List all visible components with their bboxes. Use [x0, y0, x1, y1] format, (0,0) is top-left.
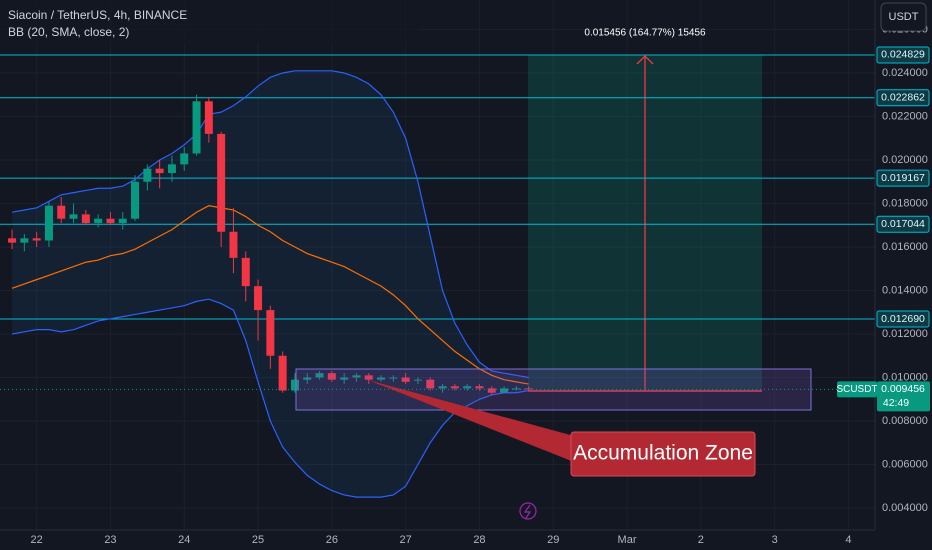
level-label: 0.019167: [881, 172, 925, 184]
candle-body: [180, 153, 189, 165]
candle-body: [44, 205, 53, 241]
time-axis: [0, 530, 875, 550]
candle-body: [413, 379, 422, 381]
candle-body: [32, 238, 41, 241]
y-tick-label: 0.016000: [882, 241, 928, 253]
candle-body: [131, 181, 140, 219]
level-label: 0.012690: [881, 313, 925, 325]
arrow-head: [636, 55, 654, 65]
symbol-title: Siacoin / TetherUS, 4h, BINANCE: [8, 8, 187, 22]
callout-pointer: [368, 380, 574, 462]
y-tick-label: 0.018000: [882, 197, 928, 209]
x-tick-label: 29: [547, 534, 559, 546]
price-tag: [877, 381, 930, 412]
candle-body: [241, 257, 250, 287]
price-label: 0.009456: [881, 383, 925, 395]
candle-body: [377, 377, 386, 380]
candle-body: [401, 377, 410, 382]
candle-body: [364, 375, 373, 380]
x-tick-label: 25: [252, 534, 264, 546]
candle-body: [426, 379, 435, 389]
y-tick-label: 0.022000: [882, 110, 928, 122]
x-tick-label: 22: [31, 534, 43, 546]
candle-body: [8, 238, 17, 243]
callout-box: [570, 431, 756, 477]
candle-body: [389, 377, 398, 379]
candle-body: [487, 388, 496, 393]
band-line: [11, 70, 529, 379]
candle-body: [20, 238, 29, 243]
x-tick-label: 3: [772, 534, 778, 546]
candle-body: [352, 375, 361, 378]
x-tick-label: 28: [473, 534, 485, 546]
candle-body: [500, 388, 509, 393]
x-tick-label: 24: [178, 534, 190, 546]
header-bg: [0, 0, 420, 44]
level-label: 0.024829: [881, 49, 925, 61]
x-tick-label: 23: [104, 534, 116, 546]
candle-body: [94, 218, 103, 224]
candle-body: [327, 373, 336, 380]
level-tag: [876, 169, 930, 187]
level-tag: [876, 89, 930, 107]
currency-label[interactable]: USDT: [889, 11, 919, 23]
lightning-bolt: [523, 504, 532, 519]
candle-body: [463, 386, 472, 389]
candle-body: [266, 310, 275, 356]
y-tick-label: 0.008000: [882, 415, 928, 427]
y-tick-label: 0.006000: [882, 458, 928, 470]
level-label: 0.022862: [881, 92, 925, 104]
candle-body: [450, 386, 459, 389]
callout-text: Accumulation Zone: [573, 442, 753, 465]
lightning-icon[interactable]: [519, 502, 537, 520]
x-tick-label: 27: [400, 534, 412, 546]
level-tag: [876, 46, 930, 64]
candle-body: [192, 101, 201, 154]
candle-body: [81, 214, 90, 224]
y-tick-label: 0.014000: [882, 284, 928, 296]
x-tick-label: 26: [326, 534, 338, 546]
x-tick-label: Mar: [618, 534, 637, 546]
y-tick-label: 0.020000: [882, 154, 928, 166]
candle-body: [69, 214, 78, 219]
level-label: 0.017044: [881, 218, 925, 230]
candle-body: [475, 386, 484, 389]
candle-body: [106, 218, 115, 224]
candle-body: [118, 218, 127, 224]
band-line: [11, 298, 529, 498]
candle-body: [303, 377, 312, 380]
candle-body: [315, 373, 324, 378]
level-tag: [876, 215, 930, 233]
candle-body: [57, 205, 66, 219]
candle-body: [229, 231, 238, 258]
position-label: 0.015456 (164.77%) 15456: [584, 28, 706, 39]
candle-body: [290, 379, 299, 391]
candle-body: [155, 168, 164, 174]
accumulation-zone: [295, 368, 812, 411]
level-tag: [876, 310, 930, 328]
y-tick-label: 0.012000: [882, 328, 928, 340]
symbol-label: SCUSDT: [836, 384, 877, 395]
candle-body: [340, 377, 349, 380]
candle-body: [217, 133, 226, 232]
symbol-tag: [837, 381, 877, 398]
candle-body: [278, 355, 287, 391]
y-tick-label: 0.004000: [882, 502, 928, 514]
currency-button[interactable]: [880, 2, 927, 32]
candle-body: [438, 386, 447, 389]
y-tick-label: 0.010000: [882, 371, 928, 383]
x-tick-label: 2: [698, 534, 704, 546]
countdown-label: 42:49: [883, 397, 909, 409]
y-tick-label: 0.024000: [882, 67, 928, 79]
candle-body: [143, 168, 152, 182]
x-tick-label: 4: [845, 534, 851, 546]
candle-body: [254, 286, 263, 311]
candle-body: [204, 101, 213, 134]
band-line: [11, 205, 529, 385]
indicator-label: BB (20, SMA, close, 2): [8, 25, 129, 39]
candle-body: [167, 164, 176, 174]
